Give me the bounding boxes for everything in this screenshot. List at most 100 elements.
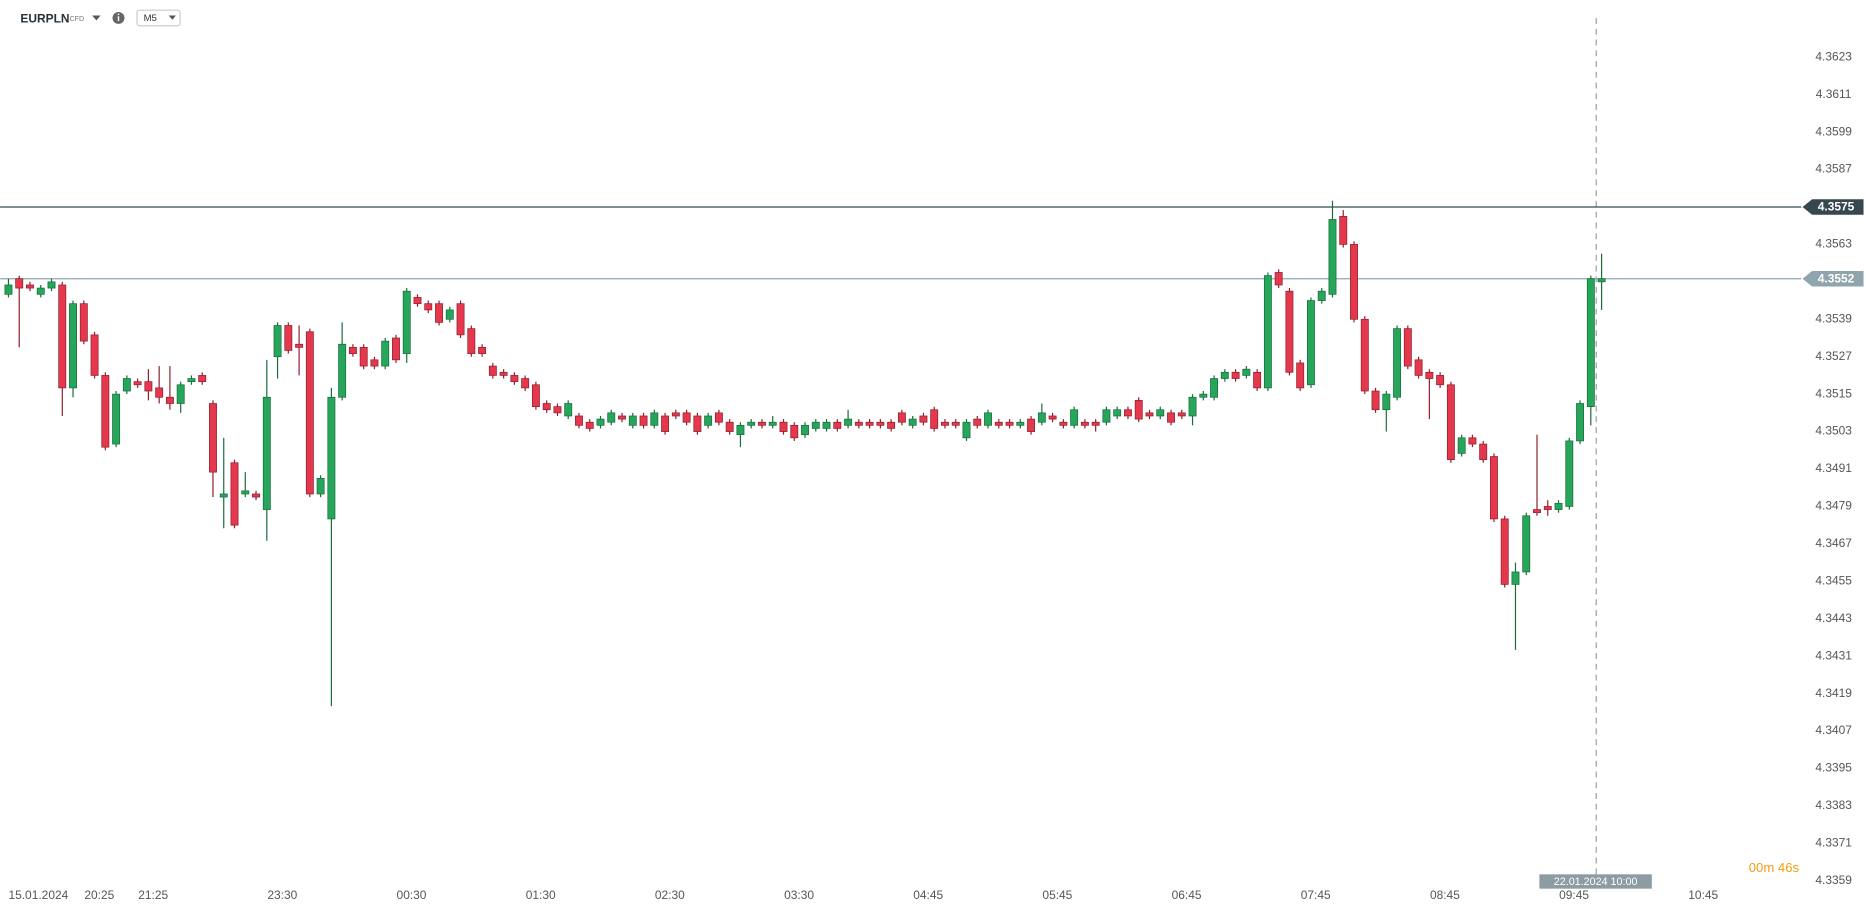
candle-body: [36, 287, 45, 295]
x-tick-label: 20:25: [84, 888, 114, 902]
candle-body: [908, 418, 917, 426]
candle-body: [1339, 215, 1348, 245]
candle-body: [768, 421, 777, 426]
x-tick-label: 04:45: [913, 888, 943, 902]
candle-body: [370, 359, 379, 367]
x-tick-label: 21:25: [138, 888, 168, 902]
candle-body: [4, 284, 13, 295]
timeframe: M5: [144, 13, 157, 24]
price-marker: [1802, 199, 1864, 215]
candle-body: [930, 409, 939, 429]
candle-body: [1177, 412, 1186, 417]
y-tick-label: 4.3467: [1815, 536, 1852, 550]
y-tick-label: 4.3587: [1815, 162, 1852, 176]
candle-body: [499, 371, 508, 376]
candle-body: [1156, 409, 1165, 417]
candle-body: [112, 393, 121, 445]
candle-body: [1446, 384, 1455, 461]
candle-body: [661, 415, 670, 432]
candle-body: [273, 325, 282, 358]
candle-body: [1414, 359, 1423, 376]
price-marker-label: 4.3552: [1818, 271, 1855, 285]
candle-body: [1307, 300, 1315, 386]
candle-body: [165, 396, 174, 404]
candle-body: [736, 424, 745, 436]
candle-body: [833, 421, 842, 429]
x-tick-label: 03:30: [784, 888, 814, 902]
candle-body: [747, 421, 756, 426]
candle-body: [1145, 412, 1154, 417]
candle-body: [445, 309, 454, 320]
candle-body: [47, 281, 56, 289]
candle-body: [1059, 421, 1068, 426]
candle-body: [531, 384, 540, 407]
candle-body: [521, 378, 530, 389]
y-tick-label: 4.3395: [1815, 761, 1852, 775]
candle-body: [596, 418, 605, 426]
candle-body: [1328, 219, 1337, 295]
x-tick-label: 00:30: [397, 888, 427, 902]
candle-body: [488, 365, 497, 376]
x-tick-label: 05:45: [1042, 888, 1072, 902]
price-marker-label: 4.3575: [1818, 200, 1855, 214]
candle-body: [198, 375, 207, 383]
candle-body: [1091, 421, 1100, 426]
candle-body: [1188, 396, 1197, 417]
instrument-type: CFD: [69, 15, 84, 23]
y-tick-label: 4.3623: [1815, 49, 1852, 63]
y-tick-label: 4.3479: [1815, 499, 1852, 513]
candle-body: [348, 346, 357, 354]
candle-body: [941, 421, 949, 426]
candle-body: [155, 387, 164, 398]
candle-body: [90, 334, 99, 376]
candle-body: [1522, 515, 1531, 573]
candle-body: [1350, 244, 1358, 320]
candle-body: [1016, 421, 1025, 426]
candle-body: [951, 421, 960, 426]
candle-body: [1048, 415, 1057, 420]
candle-body: [811, 421, 820, 429]
candle-body: [316, 478, 325, 495]
candle-body: [1382, 393, 1391, 411]
candle-body: [1554, 502, 1563, 510]
candle-body: [392, 337, 400, 361]
candle-body: [1037, 412, 1046, 423]
info-icon-glyph: [117, 16, 120, 22]
x-tick-label: 01:30: [526, 888, 556, 902]
y-tick-label: 4.3503: [1815, 424, 1852, 438]
timeframe-select[interactable]: [136, 9, 181, 27]
y-tick-label: 4.3407: [1815, 723, 1852, 737]
candle-body: [1586, 278, 1595, 407]
candle-body: [1242, 368, 1251, 376]
candle-body: [1317, 290, 1326, 301]
candle-body: [1134, 400, 1143, 420]
candle-body: [26, 284, 34, 289]
candle-body: [467, 328, 476, 354]
symbol-dropdown-caret[interactable]: [92, 15, 101, 21]
candle-body: [962, 421, 971, 439]
candle-body: [1296, 362, 1305, 389]
candle-body: [553, 406, 562, 414]
y-tick-label: 4.3611: [1816, 87, 1852, 101]
candle-body: [1468, 437, 1477, 445]
x-tick-label: 02:30: [655, 888, 685, 902]
candle-body: [1199, 393, 1208, 398]
y-tick-label: 4.3371: [1815, 835, 1852, 849]
candle-body: [327, 396, 336, 520]
x-tick-label: 09:45: [1559, 888, 1589, 902]
y-tick-label: 4.3539: [1815, 311, 1852, 325]
candle-body: [585, 421, 594, 429]
y-tick-label: 4.3431: [1815, 648, 1852, 662]
y-tick-label: 4.3527: [1815, 349, 1852, 363]
candle-body: [15, 278, 24, 289]
timeframe-caret: [168, 15, 176, 20]
candle-body: [876, 421, 885, 426]
candle-body: [435, 303, 443, 323]
candle-body: [144, 381, 153, 392]
candle-body: [79, 303, 88, 342]
candle-body: [209, 403, 217, 473]
x-tick-label: 10:45: [1688, 888, 1718, 902]
symbol[interactable]: EURPLN: [20, 11, 69, 25]
